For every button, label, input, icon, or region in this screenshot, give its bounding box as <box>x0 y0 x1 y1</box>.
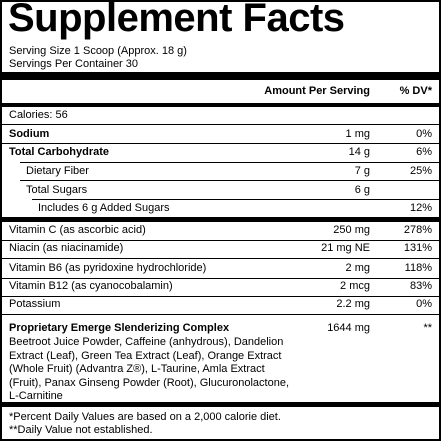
nutrient-label: Dietary Fiber <box>26 165 89 177</box>
nutrient-row-vitamin-b12: Vitamin B12 (as cyanocobalamin) 2 mcg 83… <box>2 278 439 294</box>
nutrient-amount: 2 mcg <box>340 280 370 292</box>
divider <box>2 240 439 241</box>
nutrient-dv: 83% <box>409 280 432 292</box>
nutrient-amount: 1 mg <box>345 128 370 140</box>
divider <box>2 124 439 125</box>
nutrient-amount: 21 mg NE <box>321 242 370 254</box>
nutrient-amount: 2 mg <box>345 262 370 274</box>
dv-header: % DV* <box>399 85 432 97</box>
footnote-not-established: **Daily Value not established. <box>9 424 153 436</box>
proprietary-blend-ingredients: Beetroot Juice Powder, Caffeine (anhydro… <box>9 336 290 402</box>
divider <box>20 180 439 181</box>
thick-divider-header <box>2 103 439 107</box>
nutrient-amount: 14 g <box>348 146 370 158</box>
nutrient-amount: 250 mg <box>333 224 370 236</box>
divider <box>2 143 439 144</box>
nutrient-row-dietary-fiber: Dietary Fiber 7 g 25% <box>2 163 439 179</box>
nutrient-dv: 278% <box>403 224 432 236</box>
divider <box>32 199 439 200</box>
nutrient-label: Potassium <box>9 298 61 310</box>
calories-row: Calories: 56 <box>2 107 439 123</box>
proprietary-blend-dv: ** <box>423 322 432 334</box>
nutrient-dv: 118% <box>404 262 432 274</box>
thick-divider-bottom <box>2 402 439 407</box>
nutrient-amount: 7 g <box>354 165 370 177</box>
nutrient-amount: 2.2 mg <box>336 298 370 310</box>
panel-title: Supplement Facts <box>8 0 345 40</box>
divider <box>20 162 439 163</box>
nutrient-label: Vitamin C (as ascorbic acid) <box>9 224 146 236</box>
nutrient-dv: 6% <box>416 146 432 158</box>
nutrient-dv: 0% <box>416 128 432 140</box>
thick-divider-vitamins <box>2 217 439 222</box>
nutrient-label: Total Sugars <box>26 184 88 196</box>
divider <box>2 314 439 315</box>
divider <box>2 296 439 297</box>
thick-divider-top <box>2 72 439 80</box>
nutrient-label: Sodium <box>9 128 50 140</box>
nutrient-label: Vitamin B6 (as pyridoxine hydrochloride) <box>9 262 207 274</box>
nutrient-row-vitamin-c: Vitamin C (as ascorbic acid) 250 mg 278% <box>2 222 439 238</box>
amount-per-serving-header: Amount Per Serving <box>264 85 370 97</box>
nutrient-label: Includes 6 g Added Sugars <box>38 202 170 214</box>
nutrient-label: Total Carbohydrate <box>9 146 110 158</box>
column-header-row: Amount Per Serving % DV* <box>2 83 439 99</box>
nutrient-amount: 6 g <box>354 184 370 196</box>
divider <box>2 278 439 279</box>
serving-size: Serving Size 1 Scoop (Approx. 18 g) <box>9 45 187 57</box>
nutrient-row-total-carbohydrate: Total Carbohydrate 14 g 6% <box>2 144 439 160</box>
nutrient-dv: 0% <box>416 298 432 310</box>
calories-label: Calories: 56 <box>9 109 68 121</box>
nutrient-dv: 131% <box>403 242 432 254</box>
nutrient-label: Niacin (as niacinamide) <box>9 242 124 254</box>
proprietary-blend-amount: 1644 mg <box>327 322 370 334</box>
nutrient-dv: 12% <box>409 202 432 214</box>
servings-per-container: Servings Per Container 30 <box>9 58 139 70</box>
nutrient-row-total-sugars: Total Sugars 6 g <box>2 182 439 198</box>
nutrient-label: Vitamin B12 (as cyanocobalamin) <box>9 280 173 292</box>
nutrient-row-potassium: Potassium 2.2 mg 0% <box>2 296 439 312</box>
nutrient-row-added-sugars: Includes 6 g Added Sugars 12% <box>2 200 439 216</box>
nutrient-dv: 25% <box>409 165 432 177</box>
nutrient-row-vitamin-b6: Vitamin B6 (as pyridoxine hydrochloride)… <box>2 260 439 276</box>
proprietary-blend-name: Proprietary Emerge Slenderizing Complex <box>9 322 230 334</box>
nutrient-row-niacin: Niacin (as niacinamide) 21 mg NE 131% <box>2 240 439 256</box>
footnote-dv: *Percent Daily Values are based on a 2,0… <box>9 411 281 423</box>
nutrient-row-sodium: Sodium 1 mg 0% <box>2 126 439 142</box>
divider <box>2 258 439 259</box>
